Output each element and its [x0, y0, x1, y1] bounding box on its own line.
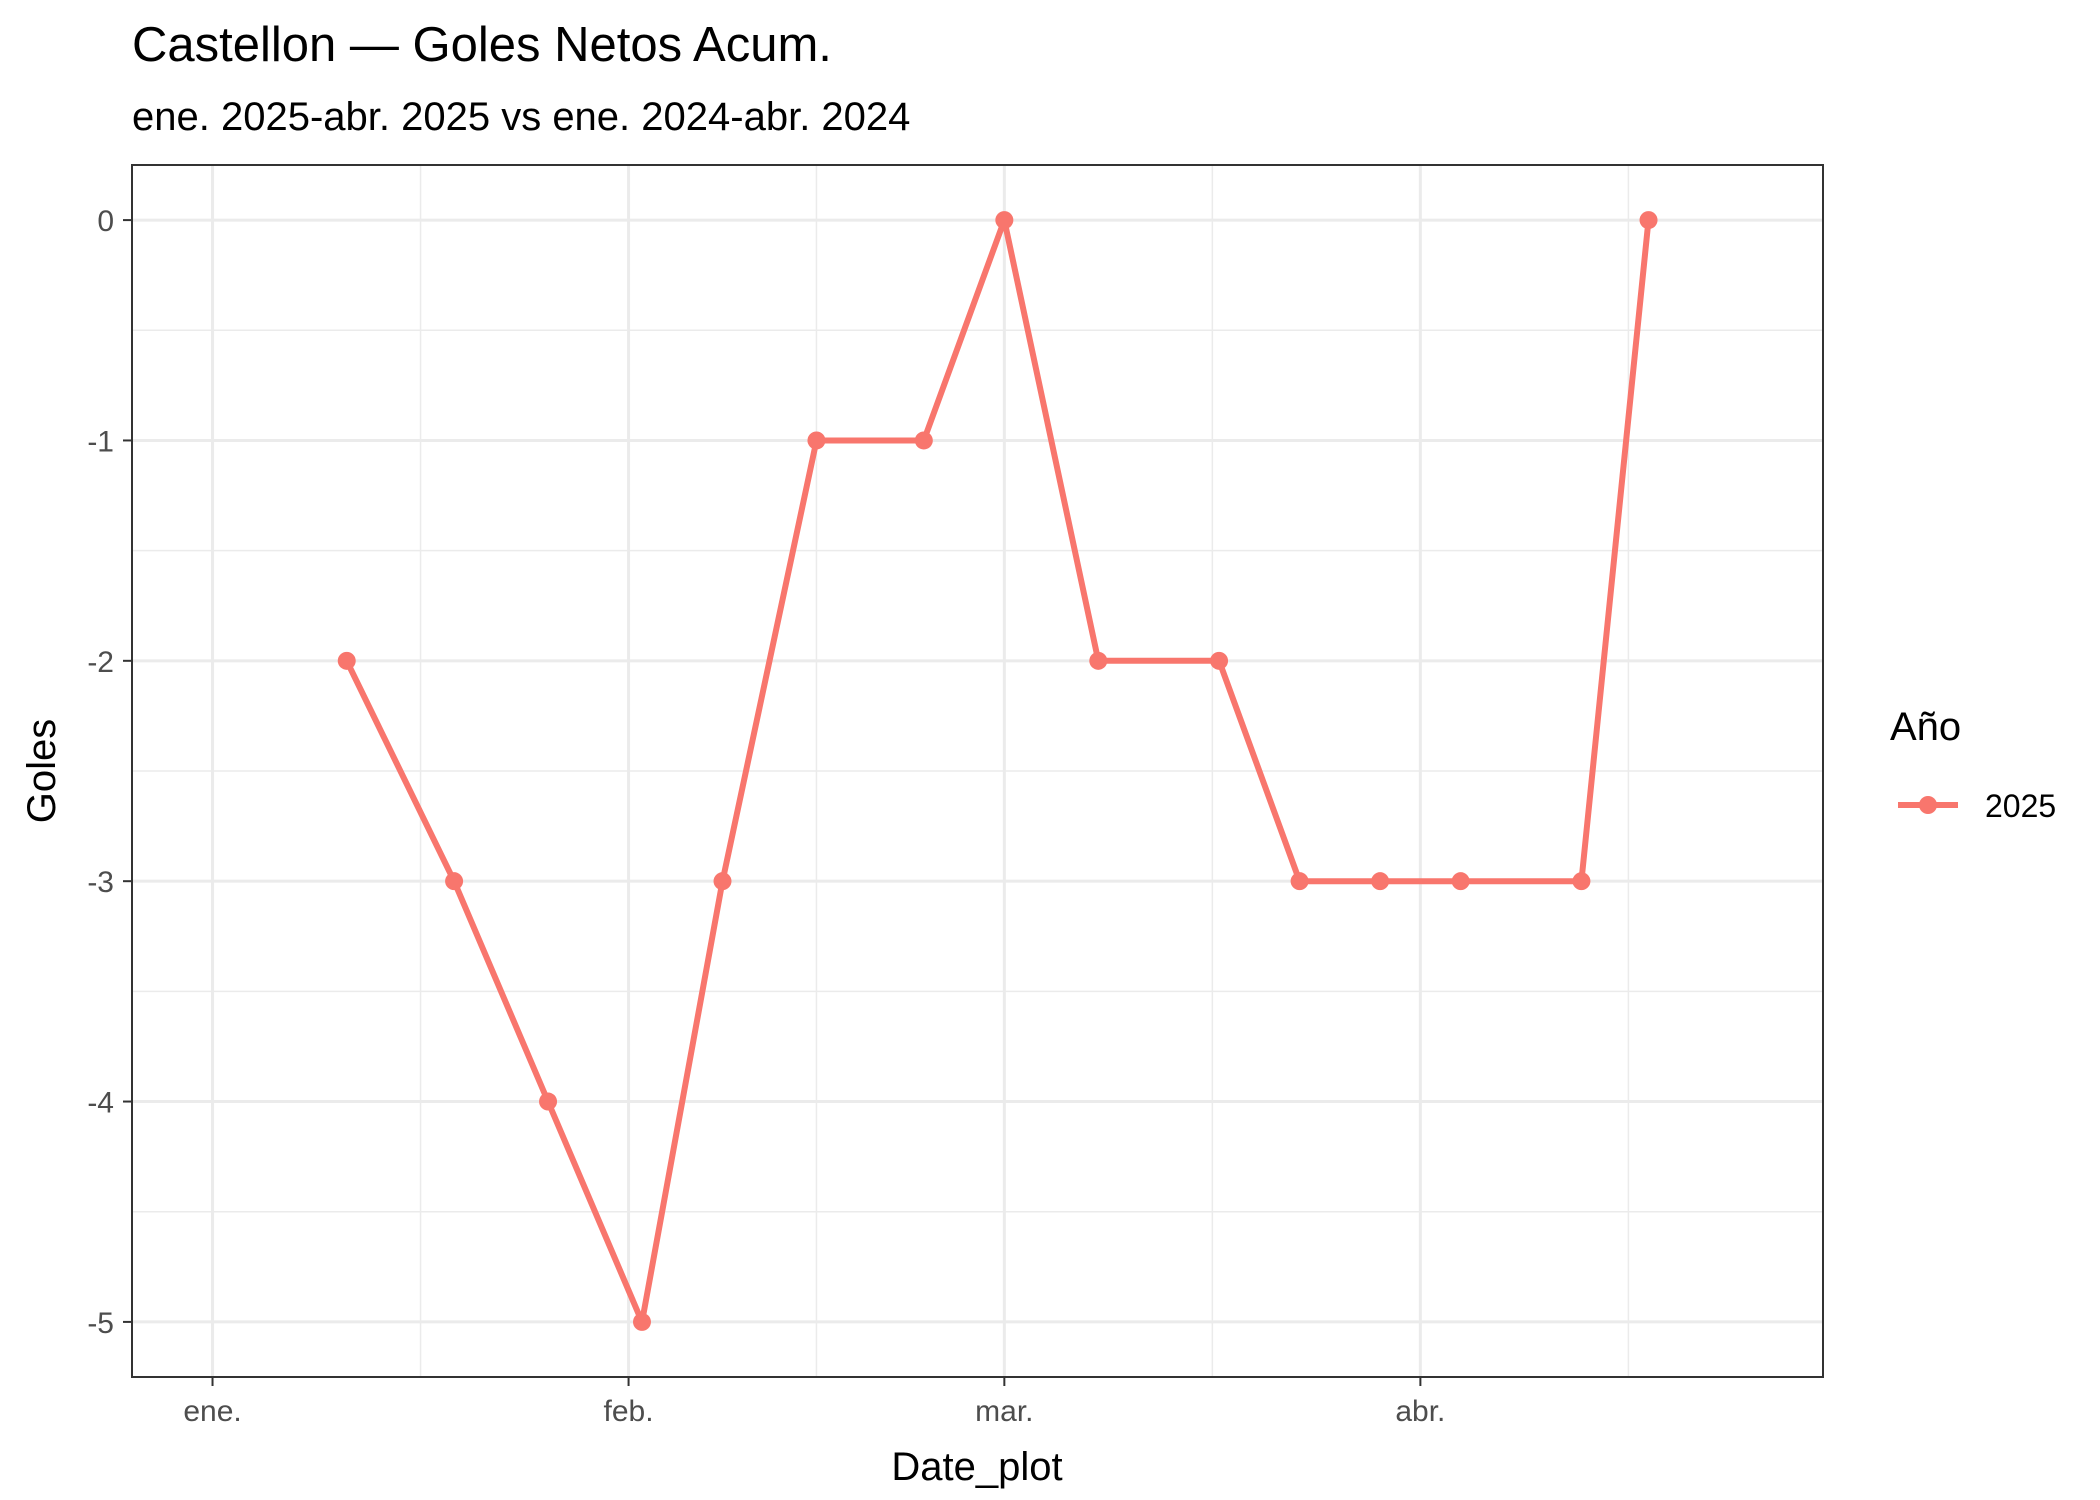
data-point: [807, 431, 826, 450]
y-tick-label: 0: [97, 205, 114, 238]
data-point: [1639, 211, 1658, 230]
x-axis-title: Date_plot: [891, 1445, 1062, 1489]
x-tick-label: mar.: [975, 1395, 1033, 1428]
y-axis-title: Goles: [20, 719, 64, 824]
data-point: [632, 1312, 651, 1331]
data-point: [1210, 651, 1229, 670]
series-layer: [337, 211, 1658, 1331]
legend-label-2025: 2025: [1985, 788, 2056, 824]
grid: [132, 165, 1823, 1377]
data-point: [445, 872, 464, 891]
chart-title: Castellon — Goles Netos Acum.: [132, 18, 832, 72]
y-tick-label: -4: [87, 1087, 114, 1120]
y-axis-ticks: 0 -1 -2 -3 -4 -5: [87, 205, 132, 1340]
legend-key-point: [1919, 796, 1937, 814]
x-axis-ticks: ene. feb. mar. abr.: [183, 1377, 1445, 1428]
data-point: [1290, 872, 1309, 891]
legend: Año 2025: [1890, 705, 2056, 824]
data-point: [1371, 872, 1390, 891]
data-point: [914, 431, 933, 450]
y-tick-label: -2: [87, 646, 114, 679]
y-tick-label: -5: [87, 1307, 114, 1340]
plot-panel-border: [131, 164, 1824, 1378]
data-point: [1089, 651, 1108, 670]
chart-subtitle: ene. 2025-abr. 2025 vs ene. 2024-abr. 20…: [132, 95, 910, 139]
x-tick-label: feb.: [604, 1395, 654, 1428]
y-tick-label: -3: [87, 866, 114, 899]
data-point: [337, 651, 356, 670]
legend-title: Año: [1890, 705, 1961, 749]
data-point: [539, 1092, 558, 1111]
data-point: [713, 872, 732, 891]
data-point: [1451, 872, 1470, 891]
data-point: [1572, 872, 1591, 891]
x-tick-label: abr.: [1395, 1395, 1445, 1428]
data-point: [995, 211, 1014, 230]
x-tick-label: ene.: [183, 1395, 241, 1428]
y-tick-label: -1: [87, 425, 114, 458]
